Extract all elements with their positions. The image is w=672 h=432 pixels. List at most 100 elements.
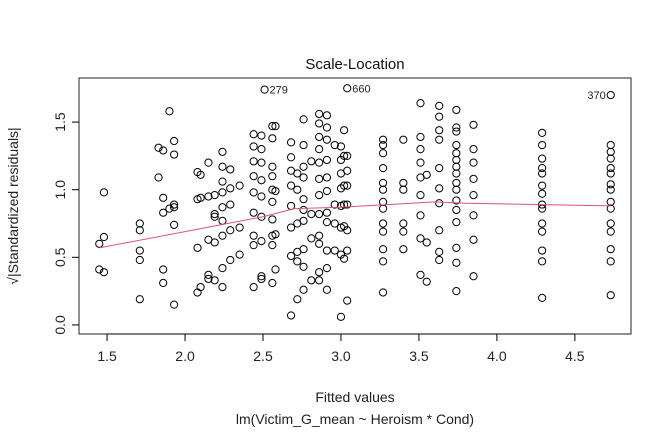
data-point [435, 126, 444, 135]
data-point [257, 131, 266, 140]
data-point [293, 295, 302, 304]
data-point [196, 282, 205, 292]
data-point [135, 295, 144, 304]
data-point [315, 209, 324, 219]
data-point [322, 173, 332, 182]
data-point [322, 135, 332, 144]
data-point [538, 169, 547, 178]
data-point [307, 209, 316, 219]
data-point [343, 226, 352, 235]
data-point [435, 101, 444, 110]
data-point [165, 107, 174, 116]
data-point [268, 162, 277, 171]
data-point [435, 163, 444, 173]
data-point [452, 123, 461, 132]
data-point [257, 236, 266, 246]
data-point [343, 296, 352, 305]
x-tick-label: 3.5 [409, 348, 429, 364]
data-point [271, 186, 280, 196]
data-point [135, 246, 144, 255]
smooth-line [99, 201, 611, 249]
data-point [154, 143, 163, 152]
data-point [538, 219, 547, 228]
data-point [293, 257, 302, 266]
data-point [469, 174, 478, 183]
data-point [235, 181, 244, 190]
data-point [315, 158, 324, 167]
data-point [226, 184, 235, 193]
data-points [95, 84, 615, 321]
data-point [268, 278, 277, 288]
data-point [330, 246, 339, 255]
data-point [452, 140, 461, 150]
data-point [257, 212, 266, 221]
data-point [538, 154, 547, 163]
data-point [235, 250, 244, 259]
data-point [249, 172, 258, 181]
data-point [204, 270, 213, 280]
data-point [286, 251, 296, 261]
data-point [170, 220, 179, 229]
data-point [336, 312, 346, 321]
data-point [210, 276, 219, 285]
data-point [268, 122, 277, 131]
data-point [193, 288, 202, 297]
data-point [606, 245, 615, 254]
data-point [218, 231, 227, 240]
data-point [135, 219, 144, 228]
data-point [378, 227, 388, 236]
data-point [416, 132, 425, 142]
data-point [249, 208, 258, 217]
data-point [339, 200, 349, 209]
data-point [452, 205, 461, 215]
data-point [99, 188, 109, 197]
data-point [339, 254, 349, 263]
data-point [538, 163, 547, 173]
data-point [154, 173, 163, 182]
data-point [299, 285, 308, 294]
data-point [218, 216, 227, 225]
data-point [322, 123, 332, 132]
data-point [299, 216, 308, 225]
data-point [422, 277, 431, 286]
data-point [193, 243, 202, 252]
data-point [322, 208, 332, 217]
data-point [416, 145, 425, 154]
y-tick-label: 0.5 [52, 247, 68, 267]
data-point [606, 257, 615, 266]
data-point [469, 211, 478, 220]
data-point [286, 138, 296, 147]
x-tick-label: 2.0 [175, 348, 195, 364]
data-point [606, 169, 615, 178]
data-point [339, 181, 349, 190]
data-point [249, 157, 258, 166]
x-axis-label: Fitted values [315, 389, 394, 405]
data-point [170, 136, 179, 146]
point-label: 279 [270, 85, 288, 97]
data-point [293, 169, 302, 178]
data-point [159, 265, 168, 274]
data-point [416, 270, 425, 280]
data-point [315, 231, 324, 240]
data-point [268, 241, 277, 250]
data-point [170, 300, 179, 309]
y-tick-label: 1.5 [52, 112, 68, 132]
data-point [322, 218, 332, 227]
data-point [399, 185, 408, 194]
data-point [606, 140, 615, 150]
data-point [452, 105, 461, 115]
data-point [159, 146, 168, 155]
data-point [271, 122, 280, 131]
data-point [343, 151, 352, 160]
data-point [435, 112, 444, 121]
data-point [435, 135, 444, 144]
data-point [378, 178, 388, 188]
data-point [307, 276, 316, 285]
chart-title: Scale-Location [305, 56, 404, 73]
data-point [538, 257, 547, 266]
data-point [416, 158, 425, 167]
data-point [378, 149, 388, 158]
data-point [226, 200, 235, 209]
data-point [606, 204, 615, 213]
